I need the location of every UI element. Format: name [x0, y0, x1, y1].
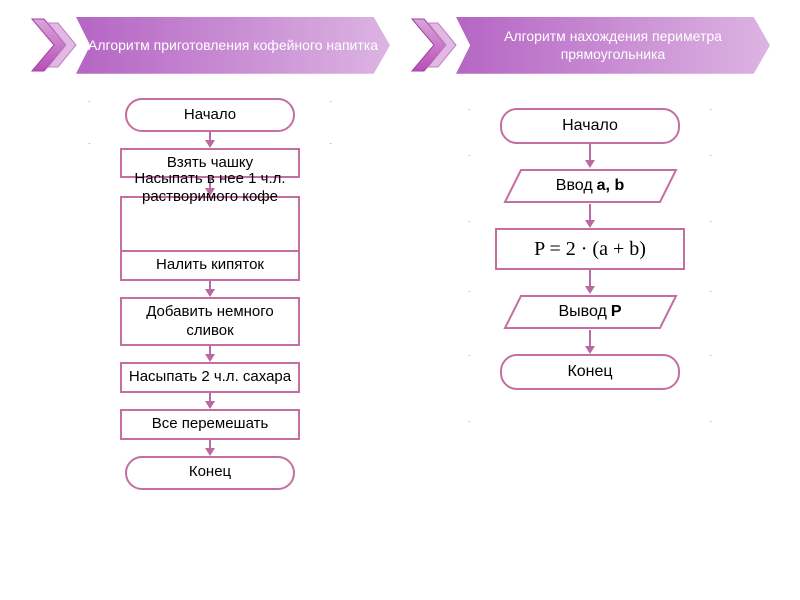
left-title: Алгоритм приготовления кофейного напитка [88, 36, 378, 54]
formula-text: P = 2 · (a + b) [534, 237, 646, 262]
io-output: Вывод P [503, 294, 678, 330]
left-flowchart: .. Начало .. Взять чашку Насыпать в нее … [70, 98, 350, 490]
left-title-banner: Алгоритм приготовления кофейного напитка [76, 17, 390, 73]
arrow-icon [585, 270, 595, 294]
start-terminal: Начало [500, 108, 680, 144]
arrow-icon [585, 330, 595, 354]
step-label: Насыпать 2 ч.л. сахара [129, 368, 291, 387]
chevron-icon [410, 15, 460, 75]
step-label: Добавить немного сливок [128, 303, 292, 341]
right-title: Алгоритм нахождения периметра прямоуголь… [466, 27, 760, 63]
chevron-icon [30, 15, 80, 75]
arrow-icon [205, 393, 215, 409]
end-label: Конец [567, 362, 612, 382]
process-step: Добавить немного сливок [120, 297, 300, 347]
end-terminal: Конец [125, 456, 295, 490]
start-label: Начало [184, 106, 236, 125]
arrow-icon [585, 144, 595, 168]
process-step: Взять чашку [120, 148, 300, 178]
arrow-icon [585, 204, 595, 228]
formula-process: P = 2 · (a + b) [495, 228, 685, 270]
start-terminal: Начало [125, 98, 295, 132]
arrow-icon [205, 440, 215, 456]
arrow-icon [205, 346, 215, 362]
end-label: Конец [189, 463, 231, 482]
right-title-banner: Алгоритм нахождения периметра прямоуголь… [456, 17, 770, 73]
process-step: Все перемешать [120, 409, 300, 440]
output-var: P [611, 302, 622, 322]
right-flowchart: .. Начало .. Ввод a, b .. P = 2 · (a + b… [450, 108, 730, 390]
arrow-icon [205, 132, 215, 148]
input-vars: a, b [597, 176, 625, 196]
input-label: Ввод [556, 176, 593, 196]
end-terminal: Конец [500, 354, 680, 390]
step-label: Все перемешать [152, 415, 269, 434]
step-label: Налить кипяток [156, 256, 264, 275]
right-column: Алгоритм нахождения периметра прямоуголь… [400, 0, 780, 390]
process-step: Налить кипяток [120, 250, 300, 281]
arrow-icon [205, 180, 215, 196]
step-label: Взять чашку [167, 154, 253, 173]
left-column: Алгоритм приготовления кофейного напитка… [20, 0, 400, 490]
right-header: Алгоритм нахождения периметра прямоуголь… [410, 10, 770, 80]
arrow-icon [205, 281, 215, 297]
start-label: Начало [562, 116, 618, 136]
io-input: Ввод a, b [503, 168, 678, 204]
process-step: Насыпать 2 ч.л. сахара [120, 362, 300, 393]
left-header: Алгоритм приготовления кофейного напитка [30, 10, 390, 80]
output-label: Вывод [558, 302, 606, 322]
process-step [120, 196, 300, 252]
